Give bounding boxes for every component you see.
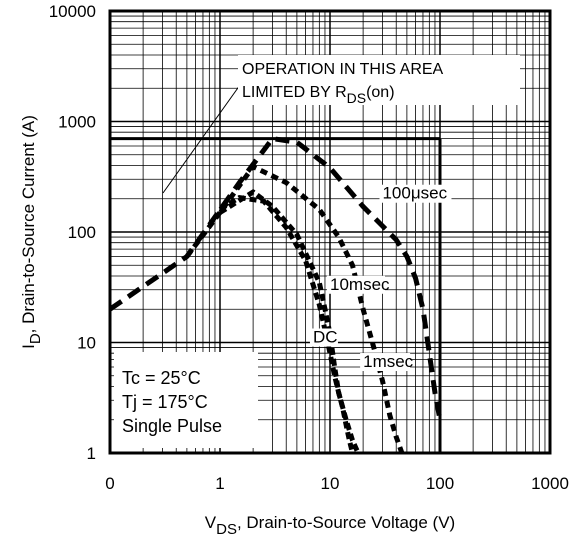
y-axis-title-main: I bbox=[19, 344, 38, 349]
conditions-line-2: Tj = 175°C bbox=[122, 392, 208, 412]
x-tick-label: 1 bbox=[215, 474, 224, 493]
y-tick-labels: 1 10 100 1000 10000 bbox=[49, 2, 96, 463]
series-label-bg bbox=[309, 328, 338, 347]
series-line-10msec bbox=[218, 188, 361, 455]
annotation-tail: (on) bbox=[366, 84, 394, 101]
x-axis-title: VDS, Drain-to-Source Voltage (V) bbox=[205, 513, 455, 538]
x-tick-label: 1000 bbox=[531, 474, 569, 493]
series-label-bg bbox=[327, 275, 385, 294]
y-tick-label: 10 bbox=[77, 334, 96, 353]
annotation-background bbox=[238, 55, 520, 105]
y-axis-title-sub: D bbox=[27, 333, 44, 344]
annotation-subscript: DS bbox=[347, 90, 366, 106]
annotation-leader-line bbox=[162, 84, 241, 194]
x-tick-labels: 0 1 10 100 1000 bbox=[105, 474, 569, 493]
y-axis-title-rest: , Drain-to-Source Current (A) bbox=[19, 115, 38, 333]
y-tick-label: 10000 bbox=[49, 2, 96, 21]
series-label-dc: DC bbox=[313, 328, 338, 347]
series-label-10msec: 10msec bbox=[330, 275, 390, 294]
series-label-100sec: 100μsec bbox=[382, 184, 447, 203]
y-tick-label: 1 bbox=[87, 444, 96, 463]
conditions-line-3: Single Pulse bbox=[122, 416, 222, 436]
annotation-line-2: LIMITED BY RDS(on) bbox=[242, 84, 395, 106]
series-line-100sec bbox=[108, 135, 443, 421]
annotation-line-1: OPERATION IN THIS AREA bbox=[242, 61, 444, 78]
y-tick-label: 100 bbox=[68, 223, 96, 242]
series-label-bg bbox=[379, 184, 452, 203]
y-tick-label: 1000 bbox=[58, 113, 96, 132]
plot-frame bbox=[108, 9, 552, 455]
conditions-box bbox=[114, 352, 258, 448]
x-axis-title-main: V bbox=[205, 513, 217, 532]
annotation-line-2-main: LIMITED BY R bbox=[242, 84, 347, 101]
series-label-bg bbox=[360, 353, 411, 372]
x-axis-title-rest: , Drain-to-Source Voltage (V) bbox=[237, 513, 455, 532]
series-labels: 100μsec 1msec 10msec DC bbox=[309, 184, 452, 372]
x-axis-title-sub: DS bbox=[216, 521, 237, 538]
y-axis-title: ID, Drain-to-Source Current (A) bbox=[19, 115, 44, 349]
series-label-1msec: 1msec bbox=[363, 352, 414, 371]
x-tick-label: 0 bbox=[105, 474, 114, 493]
conditions-line-1: Tc = 25°C bbox=[122, 368, 201, 388]
series-line-1msec bbox=[184, 163, 405, 454]
x-tick-label: 10 bbox=[321, 474, 340, 493]
x-tick-label: 100 bbox=[426, 474, 454, 493]
